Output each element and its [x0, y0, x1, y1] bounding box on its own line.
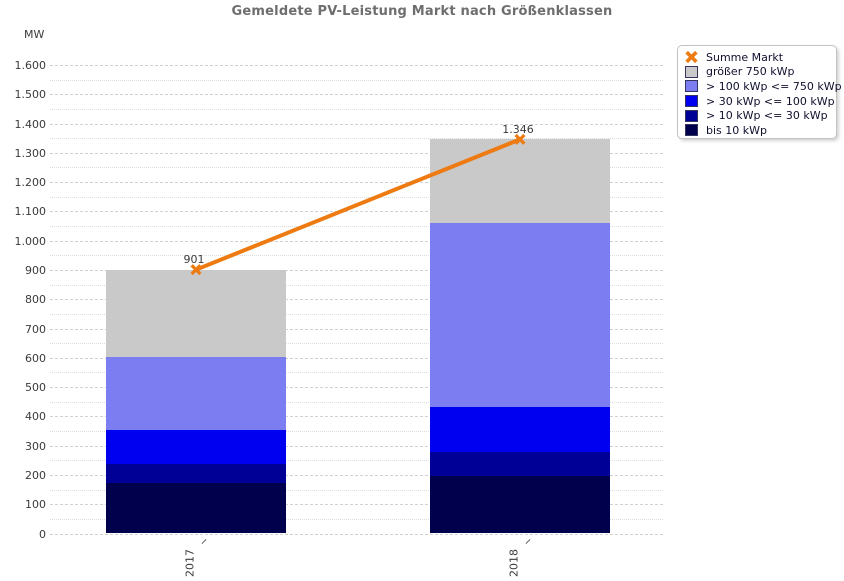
major-gridline	[50, 357, 663, 359]
legend-item: größer 750 kWp	[684, 65, 830, 80]
minor-gridline	[50, 79, 663, 81]
y-axis-tick-label: 800	[25, 293, 46, 307]
y-axis-tick-label: 1.400	[14, 117, 47, 131]
line-value-label: 1.346	[502, 122, 534, 136]
major-gridline	[50, 299, 663, 301]
x-axis-tick	[201, 538, 207, 544]
legend-item-label: > 30 kWp <= 100 kWp	[706, 94, 835, 108]
bar-segment	[106, 430, 286, 464]
minor-gridline	[50, 431, 663, 433]
minor-gridline	[50, 313, 663, 315]
legend-items: Summe Markt größer 750 kWp > 100 kWp <= 75…	[684, 50, 842, 138]
minor-gridline	[50, 460, 663, 462]
chart-title: Gemeldete PV-Leistung Markt nach Größenk…	[231, 4, 613, 19]
y-axis-tick-label: 700	[25, 322, 46, 336]
major-gridline	[50, 328, 663, 330]
x-axis-category-label: 2017	[183, 549, 197, 577]
y-axis-tick-label: 100	[25, 498, 46, 512]
bar-segment	[430, 223, 610, 407]
minor-gridline	[50, 489, 663, 491]
y-axis-unit-label: MW	[24, 28, 45, 41]
minor-gridline	[50, 284, 663, 286]
y-axis-tick-label: 500	[25, 381, 46, 395]
bar-segment	[106, 463, 286, 483]
major-gridline	[50, 445, 663, 447]
major-gridline	[50, 387, 663, 389]
legend-item: bis 10 kWp	[684, 123, 830, 138]
line-value-label: 901	[183, 253, 205, 267]
bar-segment	[430, 451, 610, 476]
x-axis-tick	[525, 538, 531, 544]
major-gridline	[50, 504, 663, 506]
legend-item: > 30 kWp <= 100 kWp	[684, 94, 835, 109]
major-gridline	[50, 65, 663, 66]
bar-segment	[430, 139, 610, 224]
y-axis-tick-label: 0	[39, 527, 46, 541]
major-gridline	[50, 533, 663, 535]
legend-item-label: bis 10 kWp	[706, 123, 767, 137]
legend-color-swatch	[685, 95, 698, 108]
y-axis-tick-label: 400	[25, 410, 46, 424]
legend-item: > 100 kWp <= 750 kWp	[684, 79, 842, 94]
y-axis-tick-label: 600	[25, 351, 46, 365]
bar-segment	[106, 269, 286, 357]
legend-color-swatch	[685, 65, 698, 78]
legend-item-label: > 10 kWp <= 30 kWp	[706, 109, 828, 123]
y-axis-tick-label: 300	[25, 439, 46, 453]
major-gridline	[50, 474, 663, 476]
y-axis-tick-label: 900	[25, 263, 46, 277]
y-axis-tick-label: 1.500	[14, 88, 47, 102]
bar-segment	[106, 356, 286, 431]
legend-color-swatch	[685, 80, 698, 93]
bar-segment	[430, 407, 610, 452]
y-axis-tick-label: 1.600	[14, 59, 47, 72]
legend-item-label: größer 750 kWp	[706, 65, 795, 79]
legend-box: Summe Markt größer 750 kWp > 100 kWp <= 75…	[677, 45, 842, 139]
legend-item-label: Summe Markt	[706, 50, 784, 64]
y-axis-tick-label: 1.300	[14, 146, 47, 160]
bar-segment	[106, 482, 286, 534]
x-axis-category-label: 2018	[507, 549, 521, 577]
legend-item: Summe Markt	[684, 50, 830, 65]
major-gridline	[50, 416, 663, 418]
minor-gridline	[50, 108, 663, 110]
y-axis-tick-label: 1.100	[14, 205, 47, 219]
legend-item: > 10 kWp <= 30 kWp	[684, 108, 830, 123]
minor-gridline	[50, 401, 663, 403]
minor-gridline	[50, 372, 663, 374]
legend-color-swatch	[685, 124, 698, 137]
minor-gridline	[50, 343, 663, 345]
major-gridline	[50, 94, 663, 96]
legend-color-swatch	[685, 109, 698, 122]
major-gridline	[50, 123, 663, 125]
y-axis-tick-label: 1.000	[14, 234, 47, 248]
minor-gridline	[50, 518, 663, 520]
y-axis-tick-label: 200	[25, 468, 46, 482]
legend-item-label: > 100 kWp <= 750 kWp	[706, 79, 842, 93]
y-axis-tick-label: 1.200	[14, 176, 47, 190]
summe-markt-x-icon	[685, 51, 698, 64]
bar-segment	[430, 475, 610, 534]
